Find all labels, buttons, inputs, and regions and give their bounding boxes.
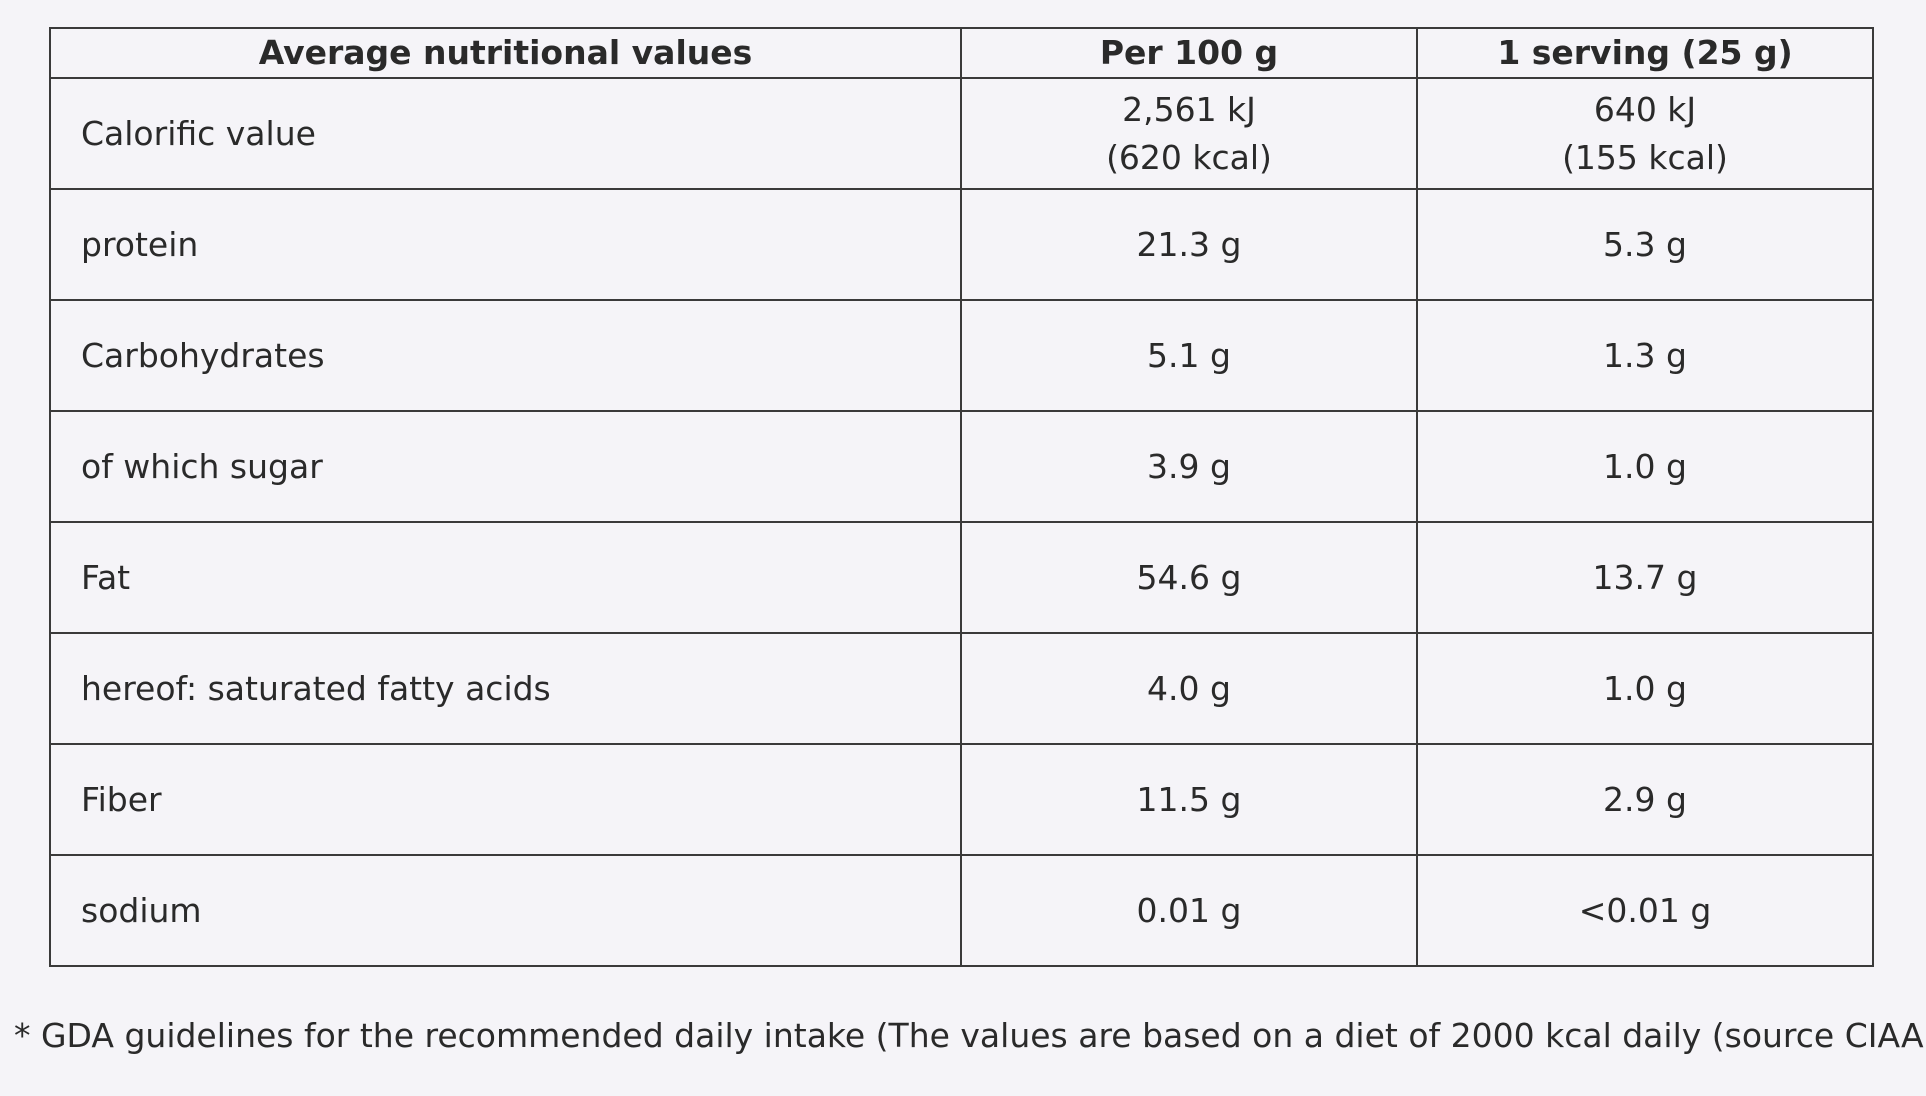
per-serving-value: 2.9 g (1416, 743, 1874, 856)
per-100g-value: 2,561 kJ (620 kcal) (960, 77, 1418, 190)
per-100g-kj: 2,561 kJ (1122, 89, 1256, 129)
per-serving-kj: 640 kJ (1593, 89, 1697, 129)
table-row: Carbohydrates 5.1 g 1.3 g (49, 299, 1874, 412)
gda-footnote: * GDA guidelines for the recommended dai… (14, 1016, 1926, 1055)
nutrient-name: sodium (49, 854, 962, 967)
nutrient-name: hereof: saturated fatty acids (49, 632, 962, 745)
per-100g-value: 3.9 g (960, 410, 1418, 523)
nutrition-table-container: Average nutritional values Per 100 g 1 s… (49, 27, 1874, 967)
table-row: protein 21.3 g 5.3 g (49, 188, 1874, 301)
table-row: Fiber 11.5 g 2.9 g (49, 743, 1874, 856)
per-serving-kcal: (155 kcal) (1562, 137, 1728, 177)
table-row: Fat 54.6 g 13.7 g (49, 521, 1874, 634)
table-header-row: Average nutritional values Per 100 g 1 s… (49, 27, 1874, 79)
nutrient-name: Fiber (49, 743, 962, 856)
per-100g-value: 5.1 g (960, 299, 1418, 412)
nutrient-name: protein (49, 188, 962, 301)
per-serving-value: 1.0 g (1416, 410, 1874, 523)
per-100g-value: 4.0 g (960, 632, 1418, 745)
per-100g-value: 21.3 g (960, 188, 1418, 301)
per-100g-value: 0.01 g (960, 854, 1418, 967)
table-row: hereof: saturated fatty acids 4.0 g 1.0 … (49, 632, 1874, 745)
nutrient-name: of which sugar (49, 410, 962, 523)
per-100g-kcal: (620 kcal) (1106, 137, 1272, 177)
per-serving-value: 1.3 g (1416, 299, 1874, 412)
table-row: of which sugar 3.9 g 1.0 g (49, 410, 1874, 523)
header-per-100g: Per 100 g (960, 27, 1418, 79)
nutrition-table: Average nutritional values Per 100 g 1 s… (49, 27, 1874, 967)
nutrient-name: Fat (49, 521, 962, 634)
nutrient-name: Calorific value (49, 77, 962, 190)
per-serving-value: 1.0 g (1416, 632, 1874, 745)
header-per-serving: 1 serving (25 g) (1416, 27, 1874, 79)
nutrient-name: Carbohydrates (49, 299, 962, 412)
per-serving-value: 5.3 g (1416, 188, 1874, 301)
per-100g-value: 11.5 g (960, 743, 1418, 856)
per-serving-value: <0.01 g (1416, 854, 1874, 967)
table-row: Calorific value 2,561 kJ (620 kcal) 640 … (49, 77, 1874, 190)
table-row: sodium 0.01 g <0.01 g (49, 854, 1874, 967)
per-100g-value: 54.6 g (960, 521, 1418, 634)
per-serving-value: 640 kJ (155 kcal) (1416, 77, 1874, 190)
per-serving-value: 13.7 g (1416, 521, 1874, 634)
header-nutrient: Average nutritional values (49, 27, 962, 79)
